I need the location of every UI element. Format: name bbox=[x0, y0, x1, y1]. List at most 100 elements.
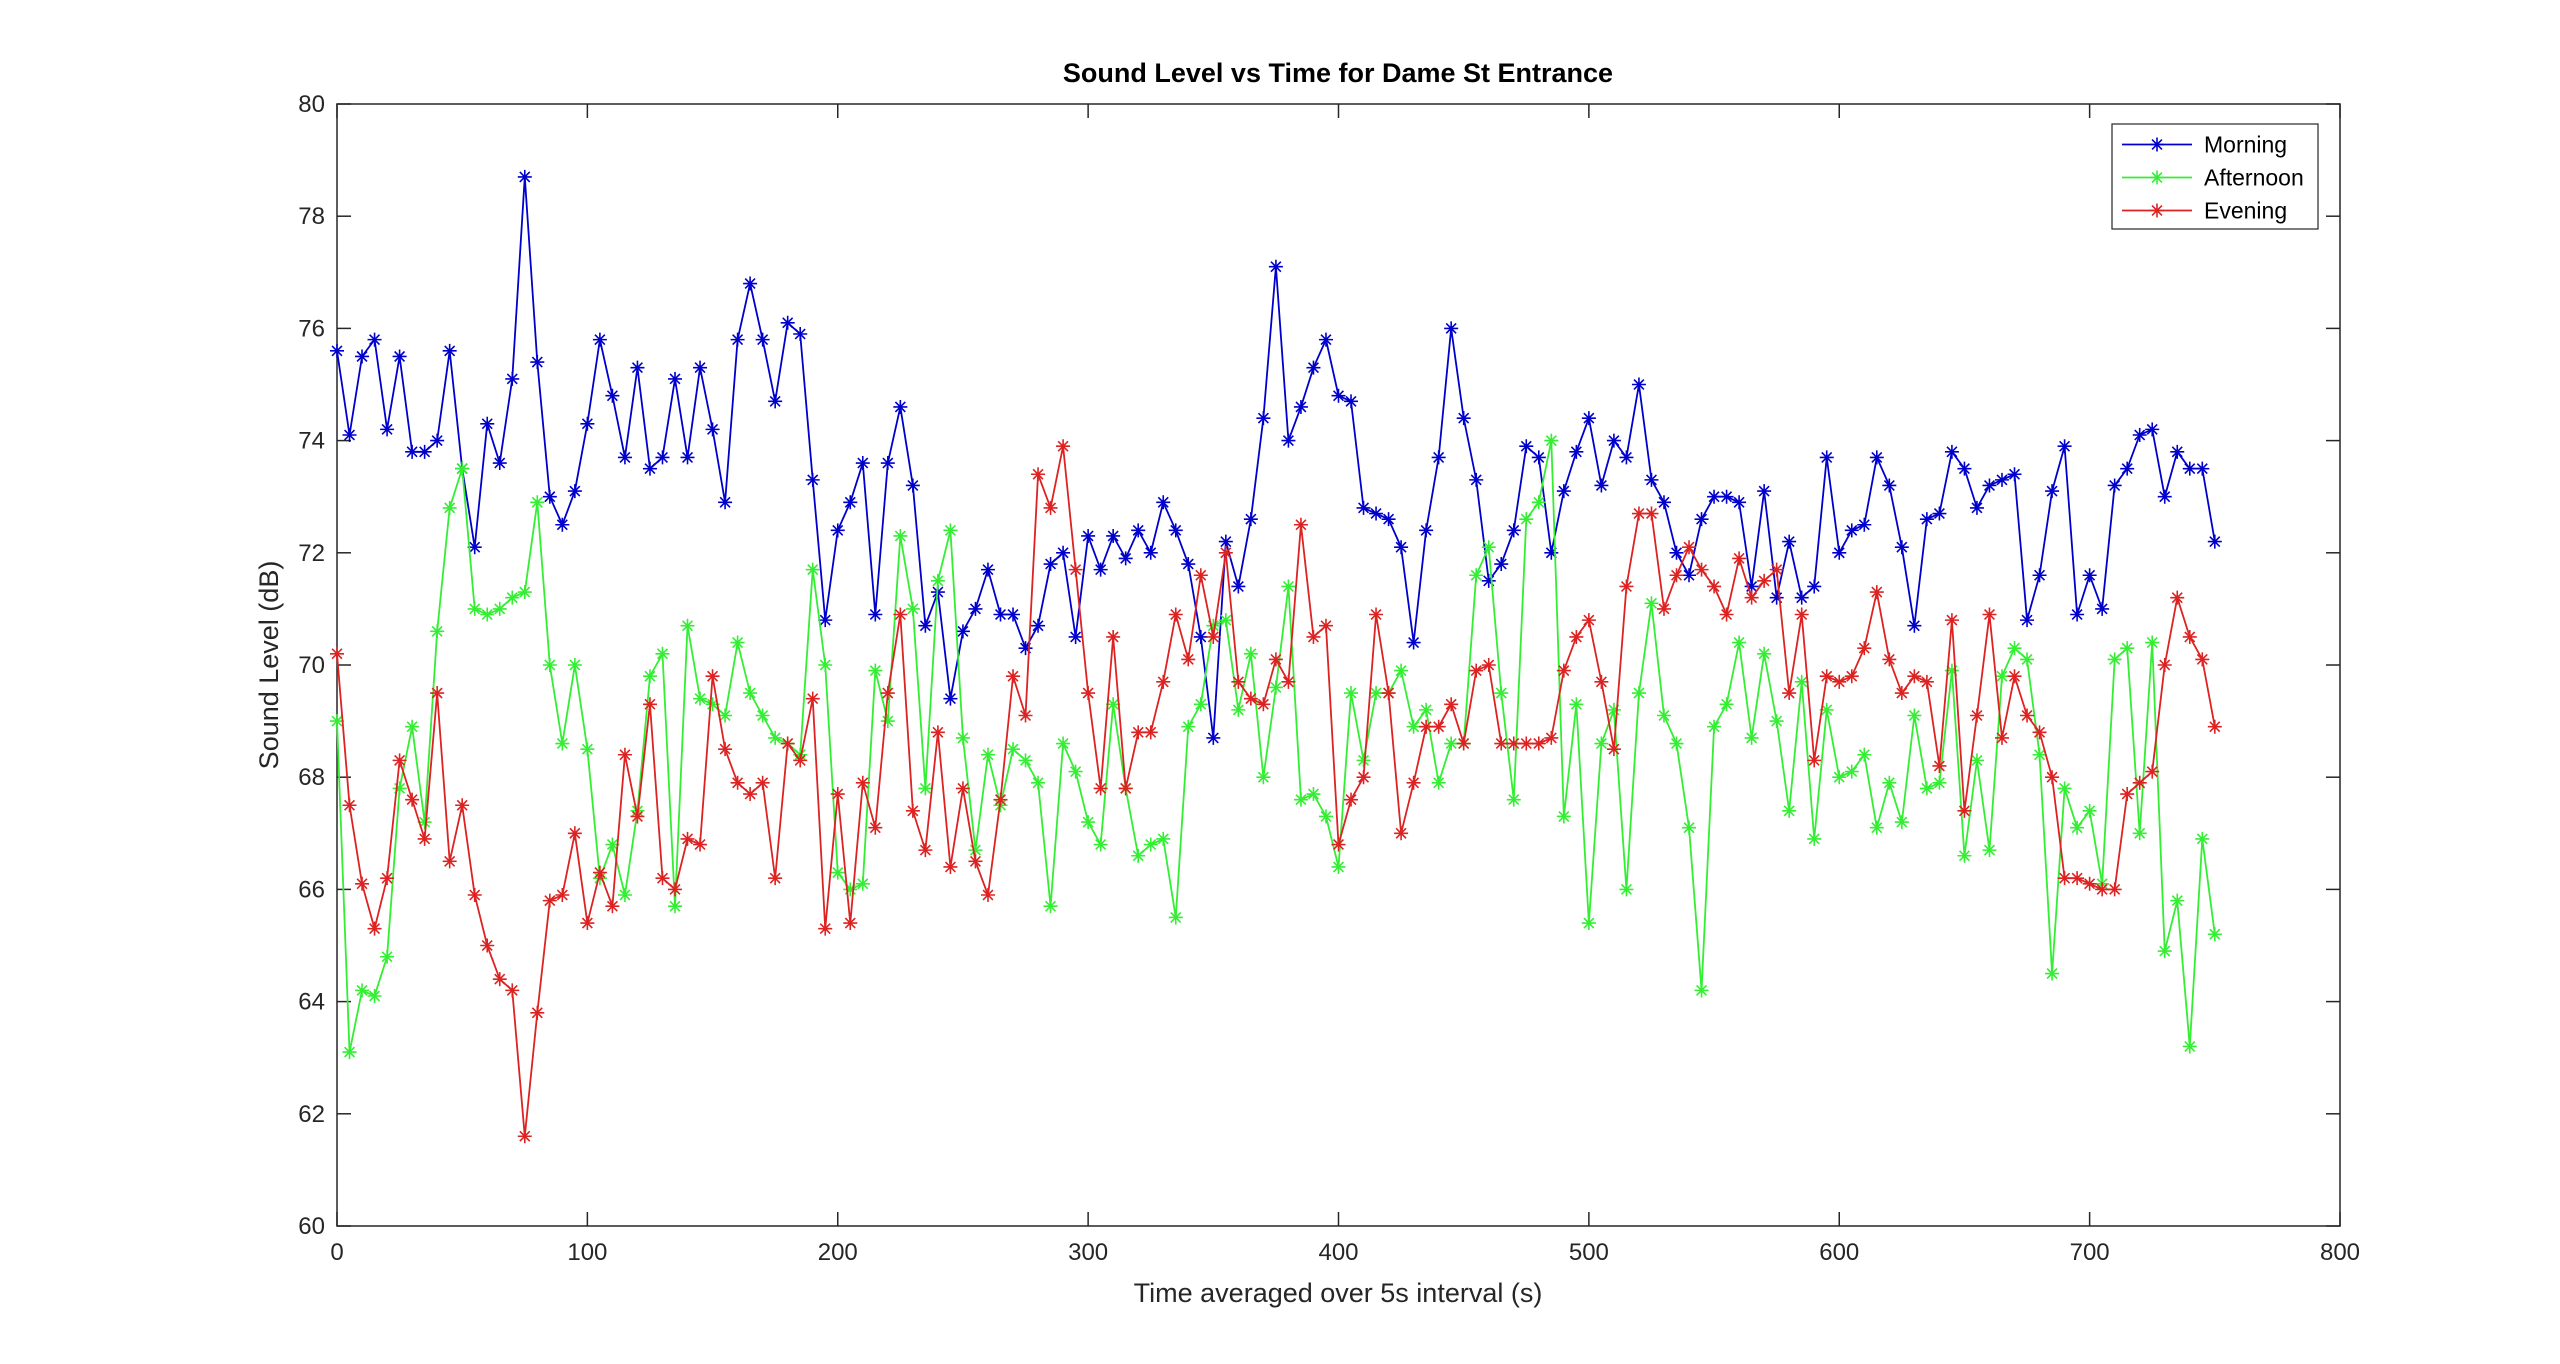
data-point bbox=[417, 444, 432, 459]
data-point bbox=[1043, 899, 1058, 914]
data-point bbox=[1594, 736, 1609, 751]
data-point bbox=[342, 798, 357, 813]
data-point bbox=[1782, 686, 1797, 701]
data-point bbox=[617, 450, 632, 465]
data-point bbox=[517, 1129, 532, 1144]
data-point bbox=[492, 972, 507, 987]
data-point bbox=[1694, 512, 1709, 527]
data-point bbox=[1268, 259, 1283, 274]
data-point bbox=[1444, 697, 1459, 712]
data-point bbox=[2182, 461, 2197, 476]
data-point bbox=[718, 495, 733, 510]
data-point bbox=[1456, 736, 1471, 751]
data-point bbox=[880, 456, 895, 471]
data-point bbox=[1669, 568, 1684, 583]
data-point bbox=[1506, 523, 1521, 538]
data-point bbox=[1606, 742, 1621, 757]
data-point bbox=[993, 607, 1008, 622]
data-point bbox=[1694, 562, 1709, 577]
data-point bbox=[1656, 708, 1671, 723]
data-point bbox=[955, 730, 970, 745]
plot-area bbox=[337, 104, 2340, 1226]
data-point bbox=[392, 349, 407, 364]
data-point bbox=[1932, 758, 1947, 773]
data-point bbox=[2107, 882, 2122, 897]
data-point bbox=[1569, 444, 1584, 459]
data-point bbox=[505, 590, 520, 605]
legend-label: Morning bbox=[2204, 132, 2287, 158]
data-point bbox=[1369, 607, 1384, 622]
data-point bbox=[1994, 472, 2009, 487]
data-point bbox=[1469, 568, 1484, 583]
y-tick-label: 68 bbox=[298, 764, 325, 791]
data-point bbox=[655, 871, 670, 886]
data-point bbox=[1782, 534, 1797, 549]
data-point bbox=[1081, 815, 1096, 830]
data-point bbox=[1306, 629, 1321, 644]
data-point bbox=[918, 843, 933, 858]
data-point bbox=[1118, 551, 1133, 566]
data-point bbox=[442, 343, 457, 358]
data-point bbox=[1807, 831, 1822, 846]
data-point bbox=[1243, 646, 1258, 661]
data-point bbox=[830, 523, 845, 538]
data-point bbox=[1394, 540, 1409, 555]
data-point bbox=[1043, 500, 1058, 515]
data-point bbox=[1106, 697, 1121, 712]
data-point bbox=[1819, 702, 1834, 717]
data-point bbox=[1857, 747, 1872, 762]
data-point bbox=[405, 444, 420, 459]
y-tick-label: 62 bbox=[298, 1101, 325, 1128]
data-point bbox=[1206, 618, 1221, 633]
data-point bbox=[1932, 506, 1947, 521]
data-point bbox=[1506, 792, 1521, 807]
data-point bbox=[1707, 719, 1722, 734]
y-tick-label: 76 bbox=[298, 315, 325, 342]
data-point bbox=[2007, 467, 2022, 482]
data-point bbox=[2070, 607, 2085, 622]
data-point bbox=[1331, 388, 1346, 403]
data-point bbox=[505, 371, 520, 386]
data-point bbox=[330, 714, 344, 729]
data-point bbox=[1969, 708, 1984, 723]
data-point bbox=[855, 775, 870, 790]
legend-marker bbox=[2150, 137, 2164, 152]
data-point bbox=[705, 697, 720, 712]
data-point bbox=[943, 523, 958, 538]
data-point bbox=[2182, 629, 2197, 644]
data-point bbox=[1481, 573, 1496, 588]
data-point bbox=[1031, 775, 1046, 790]
data-point bbox=[1969, 753, 1984, 768]
data-point bbox=[1156, 831, 1171, 846]
data-point bbox=[1469, 472, 1484, 487]
data-point bbox=[1544, 730, 1559, 745]
data-point bbox=[1606, 433, 1621, 448]
data-point bbox=[2145, 422, 2160, 437]
data-point bbox=[1118, 781, 1133, 796]
data-point bbox=[2057, 871, 2072, 886]
data-point bbox=[542, 658, 557, 672]
data-point bbox=[2195, 461, 2210, 476]
data-point bbox=[1919, 781, 1934, 796]
data-point bbox=[367, 988, 382, 1003]
data-point bbox=[1181, 557, 1196, 572]
data-point bbox=[1193, 568, 1208, 583]
data-point bbox=[1832, 545, 1847, 560]
data-point bbox=[655, 450, 670, 465]
data-point bbox=[617, 747, 632, 762]
data-point bbox=[1168, 607, 1183, 622]
data-point bbox=[642, 461, 657, 476]
data-point bbox=[830, 865, 845, 880]
data-point bbox=[1281, 674, 1296, 689]
data-point bbox=[1419, 523, 1434, 538]
data-point bbox=[480, 416, 495, 431]
y-tick-label: 80 bbox=[298, 91, 325, 118]
data-point bbox=[1907, 618, 1922, 633]
data-point bbox=[1068, 764, 1083, 779]
data-point bbox=[1894, 815, 1909, 830]
data-point bbox=[1344, 394, 1359, 409]
data-point bbox=[567, 826, 582, 841]
data-point bbox=[592, 865, 607, 880]
data-point bbox=[1281, 433, 1296, 448]
data-point bbox=[1594, 478, 1609, 493]
